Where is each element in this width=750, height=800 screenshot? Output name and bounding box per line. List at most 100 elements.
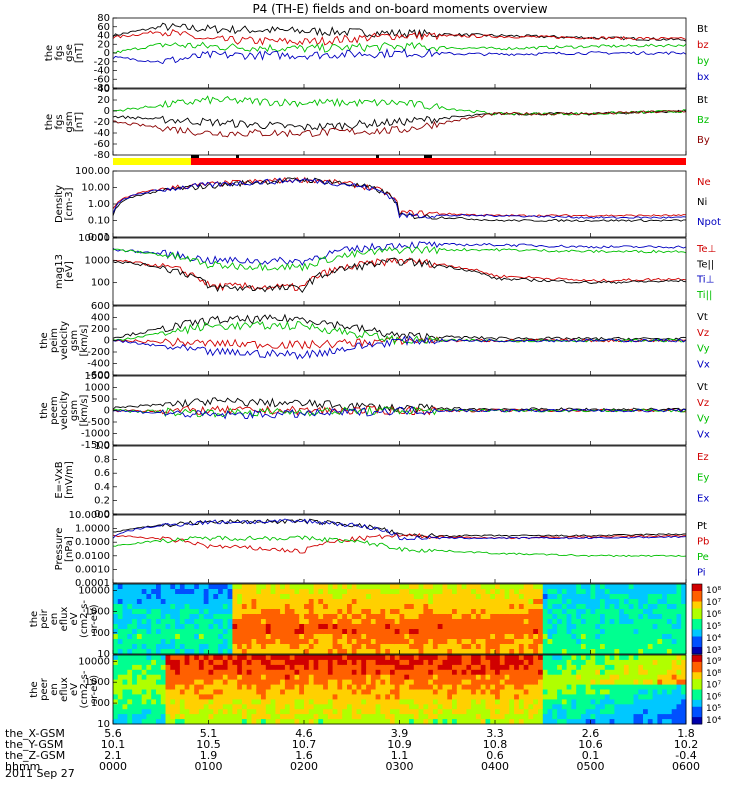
spectrogram-cell xyxy=(170,629,176,635)
spectrogram-cell xyxy=(514,684,520,690)
spectrogram-cell xyxy=(280,699,286,705)
spectrogram-cell xyxy=(313,649,319,655)
spectrogram-cell xyxy=(327,589,334,595)
spectrogram-cell xyxy=(184,664,190,671)
spectrogram-cell xyxy=(437,664,443,671)
spectrogram-cell xyxy=(633,604,639,610)
spectrogram-cell xyxy=(146,655,152,661)
spectrogram-cell xyxy=(542,634,549,640)
spectrogram-cell xyxy=(327,639,334,645)
spectrogram-cell xyxy=(318,679,324,685)
spectrogram-cell xyxy=(208,629,214,635)
spectrogram-cell xyxy=(113,674,119,681)
spectrogram-cell xyxy=(385,609,391,615)
spectrogram-cell xyxy=(523,694,529,700)
spectrogram-cell xyxy=(499,624,506,630)
spectrogram-cell xyxy=(475,674,482,681)
spectrogram-cell xyxy=(423,714,429,720)
spectrogram-cell xyxy=(289,679,295,685)
spectrogram-cell xyxy=(122,664,128,671)
spectrogram-cell xyxy=(170,674,176,681)
spectrogram-cell xyxy=(265,664,272,671)
spectrogram-cell xyxy=(308,709,315,715)
spectrogram-cell xyxy=(390,614,396,620)
spectrogram-cell xyxy=(619,694,625,700)
spectrogram-cell xyxy=(136,644,143,650)
spectrogram-cell xyxy=(514,699,520,705)
spectrogram-cell xyxy=(571,629,577,635)
spectrogram-cell xyxy=(194,704,200,710)
spectrogram-cell xyxy=(289,674,295,681)
spectrogram-cell xyxy=(499,664,506,671)
spectrogram-cell xyxy=(356,684,362,690)
spectrogram-cell xyxy=(203,589,209,595)
series-line-Ti⊥ xyxy=(112,241,687,266)
spectrogram-cell xyxy=(528,659,534,666)
spectrogram-cell xyxy=(652,684,658,690)
spectrogram-cell xyxy=(356,584,362,590)
spectrogram-cell xyxy=(251,709,257,715)
colorbar-tick-label: 10³ xyxy=(706,646,721,656)
spectrogram-cell xyxy=(571,689,577,695)
spectrogram-cell xyxy=(399,594,405,600)
spectrogram-cell xyxy=(160,589,167,595)
spectrogram-cell xyxy=(256,664,262,671)
spectrogram-cell xyxy=(647,629,654,635)
spectrogram-cell xyxy=(380,609,386,615)
spectrogram-cell xyxy=(585,719,591,725)
series-line-bx xyxy=(112,48,687,65)
spectrogram-cell xyxy=(256,689,262,695)
spectrogram-cell xyxy=(156,689,162,695)
spectrogram-cell xyxy=(332,664,338,671)
spectrogram-cell xyxy=(623,714,630,720)
spectrogram-cell xyxy=(327,694,334,700)
spectrogram-cell xyxy=(533,664,539,671)
spectrogram-cell xyxy=(423,639,429,645)
spectrogram-cell xyxy=(327,704,334,710)
spectrogram-cell xyxy=(179,664,186,671)
spectrogram-cell xyxy=(657,649,663,655)
spectrogram-cell xyxy=(595,655,601,661)
spectrogram-cell xyxy=(160,634,167,640)
spectrogram-cell xyxy=(289,624,295,630)
spectrogram-cell xyxy=(270,624,276,630)
spectrogram-cell xyxy=(194,634,200,640)
spectrogram-cell xyxy=(294,669,300,676)
spectrogram-cell xyxy=(557,604,563,610)
spectrogram-cell xyxy=(122,589,128,595)
spectrogram-cell xyxy=(122,689,128,695)
spectrogram-cell xyxy=(132,599,138,605)
spectrogram-cell xyxy=(370,664,377,671)
spectrogram-cell xyxy=(160,624,167,630)
spectrogram-cell xyxy=(136,679,143,685)
spectrogram-cell xyxy=(261,679,267,685)
spectrogram-cell xyxy=(304,584,310,590)
spectrogram-cell xyxy=(619,704,625,710)
spectrogram-cell xyxy=(275,674,281,681)
spectrogram-cell xyxy=(366,604,372,610)
spectrogram-cell xyxy=(609,664,615,671)
spectrogram-cell xyxy=(280,719,286,725)
spectrogram-cell xyxy=(203,714,209,720)
spectrogram-cell xyxy=(332,679,338,685)
spectrogram-cell xyxy=(203,704,209,710)
spectrogram-cell xyxy=(399,634,405,640)
spectrogram-cell xyxy=(304,664,310,671)
spectrogram-cell xyxy=(681,659,687,666)
spectrogram-cell xyxy=(499,589,506,595)
spectrogram-cell xyxy=(356,704,362,710)
spectrogram-cell xyxy=(251,604,257,610)
spectrogram-cell xyxy=(375,714,381,720)
spectrogram-cell xyxy=(347,669,353,676)
y-tick-label: 0.1000 xyxy=(75,537,110,548)
spectrogram-cell xyxy=(237,599,243,605)
spectrogram-cell xyxy=(237,644,243,650)
spectrogram-cell xyxy=(542,609,549,615)
spectrogram-cell xyxy=(351,609,358,615)
spectrogram-cell xyxy=(232,679,238,685)
spectrogram-cell xyxy=(308,609,315,615)
spectrogram-cell xyxy=(141,669,147,676)
spectrogram-cell xyxy=(366,679,372,685)
spectrogram-cell xyxy=(275,634,281,640)
spectrogram-cell xyxy=(666,699,673,705)
